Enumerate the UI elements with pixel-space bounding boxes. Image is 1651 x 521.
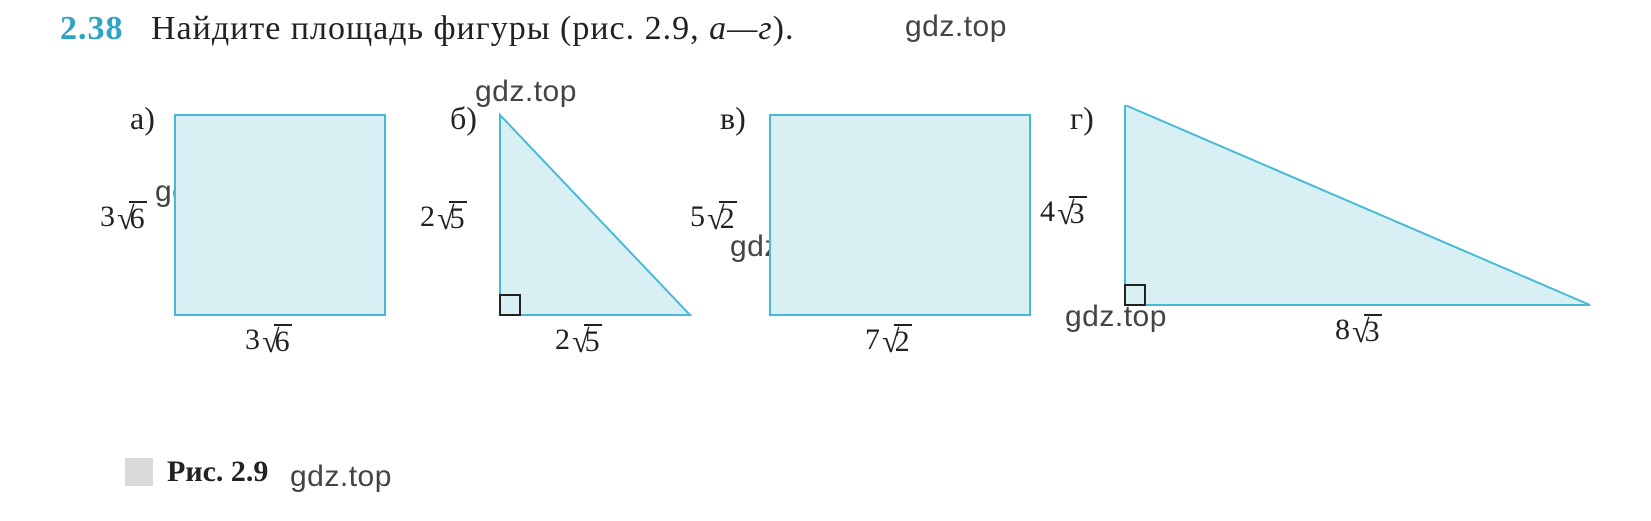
figure-caption: Рис. 2.9: [125, 455, 268, 489]
problem-text-prefix: Найдите площадь фигуры (рис. 2.9,: [151, 10, 709, 47]
fig-g-bottom-rad: 3: [1364, 314, 1382, 348]
fig-v-left-coef: 5: [690, 200, 705, 234]
page-container: 2.38 Найдите площадь фигуры (рис. 2.9, а…: [0, 0, 1651, 521]
problem-text-suffix: ).: [773, 10, 795, 47]
fig-b-left-coef: 2: [420, 200, 435, 234]
watermark-top-right: gdz.top: [905, 10, 1007, 44]
figure-v-bottom-label: 7√2: [865, 323, 912, 357]
figure-v-left-label: 5√2: [690, 200, 737, 234]
fig-b-bottom-coef: 2: [555, 323, 570, 357]
figure-a-shape: [130, 105, 400, 330]
figures-row: а) 3√6 3√6 б) 2√5 2√5 в) 5√2: [130, 105, 1630, 385]
fig-b-left-rad: 5: [449, 201, 467, 235]
fig-v-bottom-coef: 7: [865, 323, 880, 357]
fig-v-left-rad: 2: [719, 201, 737, 235]
figure-g-shape: [1070, 105, 1600, 320]
fig-g-left-rad: 3: [1069, 196, 1087, 230]
fig-b-bottom-rad: 5: [584, 324, 602, 358]
caption-text: Рис. 2.9: [167, 455, 268, 489]
figure-b-bottom-label: 2√5: [555, 323, 602, 357]
watermark-bottom: gdz.top: [290, 460, 392, 494]
fig-g-bottom-coef: 8: [1335, 313, 1350, 347]
figure-a-bottom-label: 3√6: [245, 323, 292, 357]
problem-line: 2.38 Найдите площадь фигуры (рис. 2.9, а…: [60, 10, 794, 48]
fig-g-left-coef: 4: [1040, 195, 1055, 229]
fig-v-bottom-rad: 2: [894, 324, 912, 358]
fig-a-bottom-coef: 3: [245, 323, 260, 357]
figure-b-left-label: 2√5: [420, 200, 467, 234]
figure-a-left-label: 3√6: [100, 200, 147, 234]
figure-v-shape: [720, 105, 1045, 330]
fig-a-bottom-rad: 6: [274, 324, 292, 358]
figure-b-shape: [450, 105, 700, 330]
figure-g-left-label: 4√3: [1040, 195, 1087, 229]
watermark-1: gdz.top: [475, 75, 577, 109]
problem-range: а—г: [709, 10, 773, 47]
caption-square-icon: [125, 458, 153, 486]
fig-a-left-coef: 3: [100, 200, 115, 234]
figure-g-bottom-label: 8√3: [1335, 313, 1382, 347]
fig-a-left-rad: 6: [129, 201, 147, 235]
problem-number: 2.38: [60, 10, 124, 47]
